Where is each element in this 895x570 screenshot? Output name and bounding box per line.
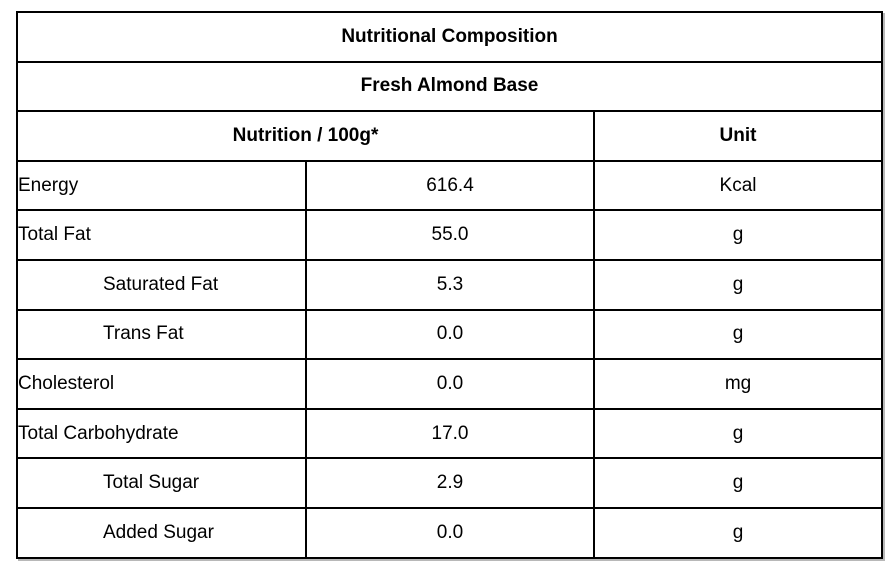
subtitle-row: Fresh Almond Base [15, 60, 884, 113]
nutrient-unit: g [592, 308, 884, 361]
nutrient-unit: g [592, 457, 884, 509]
nutrient-label: Total Carbohydrate [16, 407, 307, 460]
nutrient-unit: mg [592, 358, 884, 410]
header-row: Nutrition / 100g* Unit [16, 110, 884, 162]
column-header-nutrition: Nutrition / 100g* [16, 110, 595, 162]
nutrient-unit: Kcal [592, 159, 884, 212]
title-row: Nutritional Composition [15, 11, 884, 63]
nutrient-value: 0.0 [305, 506, 595, 559]
nutrition-table: Nutritional Composition Fresh Almond Bas… [15, 11, 884, 559]
nutrient-value: 17.0 [305, 407, 595, 460]
table-row: Energy 616.4 Kcal [16, 159, 884, 212]
nutrition-table-container: Nutritional Composition Fresh Almond Bas… [15, 11, 884, 559]
nutrient-unit: g [592, 258, 884, 311]
table-row: Added Sugar 0.0 g [16, 506, 884, 559]
table-row: Cholesterol 0.0 mg [16, 358, 884, 410]
table-row: Trans Fat 0.0 g [16, 308, 884, 361]
table-row: Total Carbohydrate 17.0 g [16, 407, 884, 460]
table-row: Total Sugar 2.9 g [16, 457, 884, 509]
nutrient-unit: g [592, 407, 884, 460]
nutrient-label: Total Sugar [16, 457, 307, 509]
table-row: Saturated Fat 5.3 g [16, 258, 884, 311]
nutrient-unit: g [592, 209, 884, 261]
nutrient-value: 55.0 [305, 209, 595, 261]
nutrient-value: 616.4 [305, 159, 595, 212]
nutrient-label: Trans Fat [16, 308, 307, 361]
nutrient-label: Cholesterol [16, 358, 307, 410]
column-header-unit: Unit [592, 110, 884, 162]
nutrient-label: Added Sugar [16, 506, 307, 559]
nutrient-value: 0.0 [305, 358, 595, 410]
product-name: Fresh Almond Base [15, 60, 884, 113]
nutrient-value: 5.3 [305, 258, 595, 311]
nutrient-unit: g [592, 506, 884, 559]
nutrient-label: Saturated Fat [16, 258, 307, 311]
nutrient-label: Energy [16, 159, 307, 212]
nutrient-label: Total Fat [16, 209, 307, 261]
table-title: Nutritional Composition [15, 11, 884, 63]
table-row: Total Fat 55.0 g [16, 209, 884, 261]
nutrient-value: 2.9 [305, 457, 595, 509]
nutrient-value: 0.0 [305, 308, 595, 361]
